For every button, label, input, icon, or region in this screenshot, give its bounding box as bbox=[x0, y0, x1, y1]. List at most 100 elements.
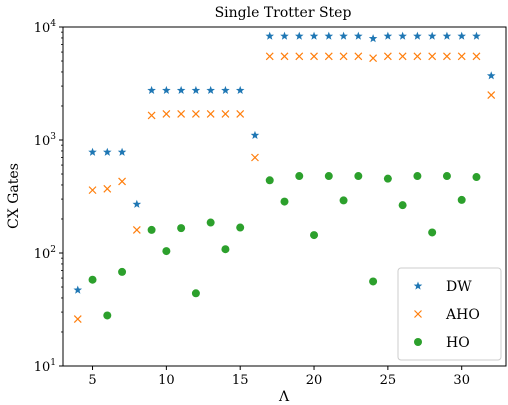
y-tick-label: 102 bbox=[34, 245, 56, 262]
data-point bbox=[486, 71, 496, 80]
data-point bbox=[487, 91, 496, 99]
chart-title: Single Trotter Step bbox=[215, 5, 352, 21]
data-point bbox=[324, 52, 333, 61]
data-point bbox=[235, 85, 245, 94]
data-point bbox=[73, 285, 83, 294]
data-point bbox=[295, 172, 304, 181]
x-tick-label: 30 bbox=[453, 373, 470, 388]
data-point bbox=[221, 110, 230, 118]
y-tick-label: 103 bbox=[34, 132, 57, 149]
data-point bbox=[103, 184, 112, 193]
data-point bbox=[236, 223, 245, 232]
legend-label-dw: DW bbox=[446, 279, 472, 295]
data-point bbox=[413, 172, 422, 181]
data-point bbox=[310, 231, 319, 240]
legend: DW AHO HO bbox=[397, 267, 502, 361]
data-point bbox=[354, 31, 363, 40]
data-point bbox=[383, 31, 393, 40]
data-point bbox=[88, 275, 97, 284]
data-point bbox=[147, 85, 156, 94]
data-point bbox=[339, 52, 348, 61]
data-point bbox=[280, 197, 289, 206]
data-point bbox=[354, 52, 363, 61]
data-point bbox=[457, 31, 466, 40]
y-tick-label: 101 bbox=[34, 358, 56, 375]
data-point bbox=[457, 52, 466, 61]
data-point bbox=[176, 85, 186, 94]
data-point bbox=[132, 226, 141, 234]
legend-label-aho: AHO bbox=[445, 307, 480, 323]
data-point bbox=[206, 110, 215, 118]
data-point bbox=[369, 277, 378, 286]
data-point bbox=[413, 52, 422, 61]
data-point bbox=[428, 228, 437, 237]
data-point bbox=[221, 85, 230, 94]
data-point bbox=[117, 147, 127, 156]
data-point bbox=[250, 130, 260, 139]
y-axis-label: CX Gates bbox=[6, 163, 22, 229]
data-point bbox=[383, 52, 392, 61]
data-point bbox=[177, 110, 186, 118]
data-point bbox=[103, 147, 112, 156]
legend-marker-dw bbox=[413, 281, 423, 290]
data-point bbox=[427, 31, 437, 40]
data-point bbox=[339, 196, 348, 205]
legend-box bbox=[397, 267, 502, 361]
data-point bbox=[324, 172, 333, 181]
data-point bbox=[265, 52, 274, 61]
x-tick-label: 10 bbox=[158, 373, 175, 388]
legend-label-ho: HO bbox=[446, 335, 470, 351]
data-point bbox=[295, 52, 304, 61]
data-point bbox=[413, 31, 422, 40]
data-point bbox=[428, 52, 437, 61]
data-point bbox=[191, 85, 201, 94]
x-tick-label: 25 bbox=[380, 373, 397, 388]
data-point bbox=[354, 172, 363, 181]
data-point bbox=[294, 31, 304, 40]
data-point bbox=[383, 174, 392, 183]
data-point bbox=[236, 110, 245, 118]
data-point bbox=[310, 52, 318, 61]
data-point bbox=[73, 315, 82, 324]
data-point bbox=[162, 247, 171, 256]
data-point bbox=[442, 31, 452, 40]
data-point bbox=[442, 172, 451, 181]
data-point bbox=[309, 31, 319, 40]
y-axis: 101 102 103 104 bbox=[34, 19, 63, 375]
data-point bbox=[265, 31, 275, 40]
data-point bbox=[369, 54, 378, 63]
data-point bbox=[132, 199, 142, 208]
data-point bbox=[398, 201, 407, 210]
data-point bbox=[191, 289, 200, 298]
x-tick-label: 15 bbox=[232, 373, 249, 388]
data-point bbox=[398, 31, 407, 40]
data-point bbox=[472, 52, 481, 61]
legend-marker-ho bbox=[414, 338, 422, 346]
y-tick-label: 104 bbox=[34, 19, 57, 36]
data-point bbox=[472, 31, 481, 40]
data-series bbox=[73, 31, 496, 324]
data-point bbox=[324, 31, 334, 40]
data-point bbox=[472, 173, 481, 182]
data-point bbox=[339, 31, 348, 40]
data-point bbox=[457, 195, 466, 204]
data-point bbox=[368, 34, 378, 43]
data-point bbox=[265, 176, 274, 185]
data-point bbox=[118, 177, 126, 186]
x-axis-label: Λ bbox=[278, 389, 290, 405]
series-ho bbox=[88, 172, 481, 320]
data-point bbox=[191, 110, 200, 118]
data-point bbox=[162, 85, 171, 94]
x-axis: 5 10 15 20 25 30 bbox=[88, 366, 470, 388]
data-point bbox=[118, 267, 127, 276]
data-point bbox=[88, 147, 97, 156]
series-dw bbox=[73, 31, 496, 294]
data-point bbox=[280, 31, 289, 40]
data-point bbox=[206, 85, 215, 94]
x-tick-label: 20 bbox=[306, 373, 323, 388]
data-point bbox=[398, 52, 407, 61]
data-point bbox=[103, 311, 112, 320]
data-point bbox=[177, 224, 186, 233]
data-point bbox=[162, 110, 171, 118]
